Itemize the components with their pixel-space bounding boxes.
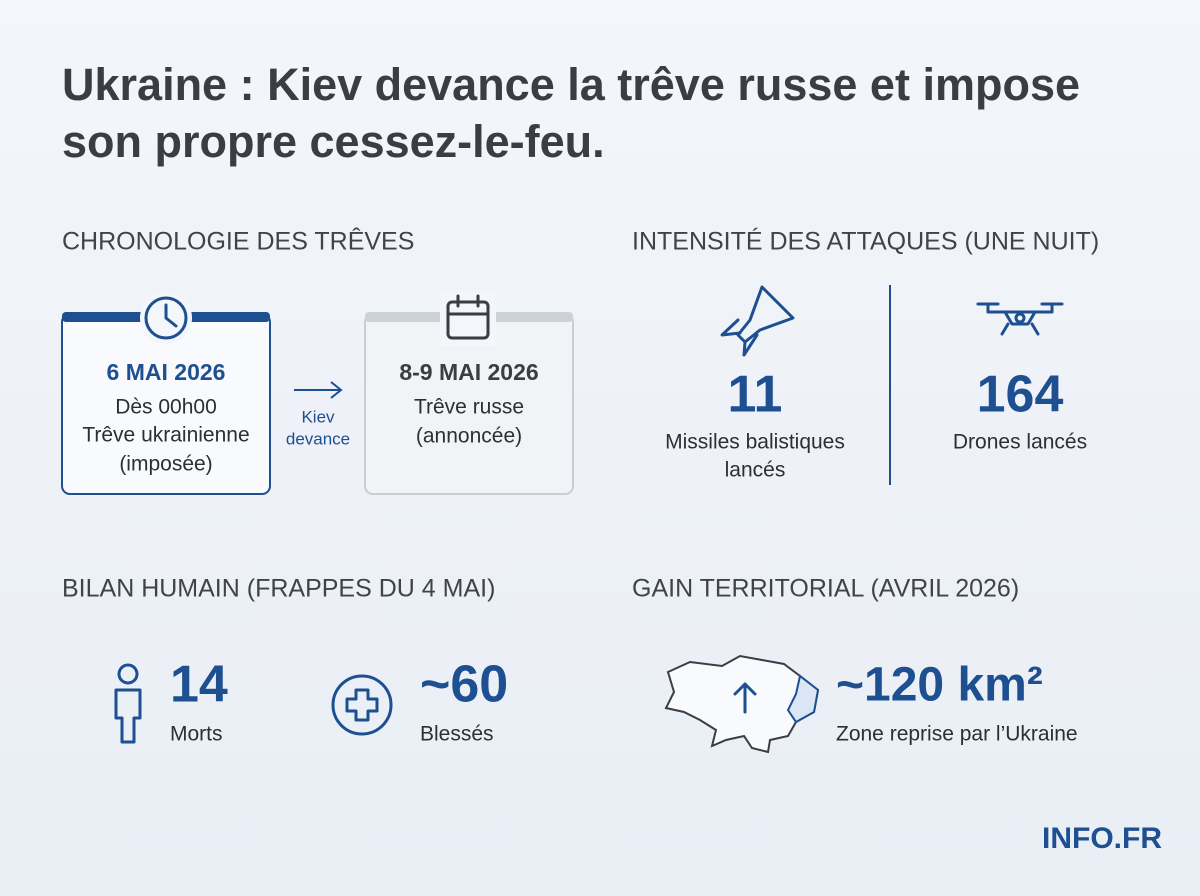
section-heading: INTENSITÉ DES ATTAQUES (UNE NUIT) (632, 227, 1099, 256)
event-line: Dès 00h00 (115, 396, 217, 419)
connector-text: Kiev (301, 407, 335, 426)
stat-value: 11 (728, 366, 783, 424)
event-line: (imposée) (119, 453, 212, 476)
stat-label: Drones lancés (953, 431, 1087, 454)
stat-value: 14 (170, 656, 228, 714)
title-line: son propre cessez-le-feu. (62, 116, 605, 167)
event-date: 6 MAI 2026 (107, 359, 226, 385)
section-heading: CHRONOLOGIE DES TRÊVES (62, 227, 414, 256)
stat-label: Blessés (420, 723, 494, 746)
clock-icon (144, 296, 188, 340)
drone-icon (976, 302, 1064, 336)
stat-label: Missiles balistiques (665, 431, 845, 454)
event-line: Trêve ukrainienne (82, 424, 249, 447)
calendar-icon (446, 294, 490, 340)
person-icon (114, 663, 142, 744)
arrow-up (733, 682, 757, 714)
connector-text: devance (286, 429, 350, 448)
logo: INFO.FR (1042, 822, 1162, 855)
missile-icon (720, 285, 795, 357)
map-zone (786, 674, 820, 724)
event-line: Trêve russe (414, 396, 524, 419)
title-line: Ukraine : Kiev devance la trêve russe et… (62, 59, 1080, 110)
stat-value: 164 (977, 366, 1064, 424)
section-heading: BILAN HUMAIN (FRAPPES DU 4 MAI) (62, 575, 495, 603)
map-outline (664, 654, 820, 754)
stat-value: ~60 (420, 656, 508, 714)
stat-label: Zone reprise par l’Ukraine (836, 723, 1078, 746)
event-line: (annoncée) (416, 425, 522, 448)
stat-label: lancés (725, 459, 786, 482)
section-heading: GAIN TERRITORIAL (AVRIL 2026) (632, 575, 1019, 603)
event-date: 8-9 MAI 2026 (399, 359, 538, 385)
stat-label: Morts (170, 723, 223, 746)
medical-icon (331, 674, 393, 736)
arrow (294, 381, 343, 399)
stat-value: ~120 km² (836, 659, 1043, 712)
